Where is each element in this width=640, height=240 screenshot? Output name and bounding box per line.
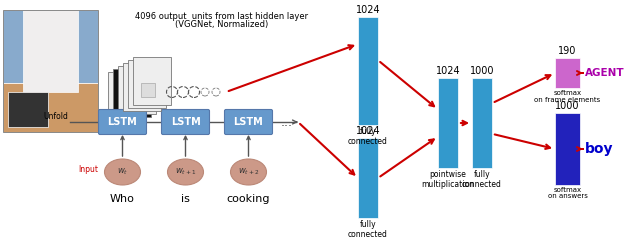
Text: 4096 output  units from last hidden layer: 4096 output units from last hidden layer bbox=[136, 12, 308, 21]
Text: (VGGNet, Normalized): (VGGNet, Normalized) bbox=[175, 20, 269, 29]
Text: 1000: 1000 bbox=[470, 66, 494, 76]
Text: fully
connected: fully connected bbox=[348, 220, 388, 239]
Text: LSTM: LSTM bbox=[171, 117, 200, 127]
Text: fully
connected: fully connected bbox=[462, 170, 502, 189]
Text: Unfold: Unfold bbox=[43, 112, 68, 121]
Bar bbox=[136, 86, 150, 100]
Bar bbox=[3, 10, 98, 132]
Text: cooking: cooking bbox=[227, 194, 270, 204]
Text: pointwise
multiplication: pointwise multiplication bbox=[422, 170, 474, 189]
Text: 1000: 1000 bbox=[556, 101, 580, 111]
Bar bbox=[123, 63, 161, 111]
Bar bbox=[131, 89, 145, 103]
Ellipse shape bbox=[168, 159, 204, 185]
Bar bbox=[438, 78, 458, 168]
Text: Input: Input bbox=[78, 166, 98, 174]
Bar bbox=[23, 10, 78, 92]
Text: 1024: 1024 bbox=[436, 66, 460, 76]
Text: 1024: 1024 bbox=[356, 126, 380, 136]
Bar bbox=[118, 66, 156, 114]
Text: softmax
on frame elements: softmax on frame elements bbox=[534, 90, 600, 102]
Text: 1024: 1024 bbox=[356, 5, 380, 15]
Text: is: is bbox=[181, 194, 190, 204]
Bar bbox=[108, 72, 146, 120]
Bar bbox=[8, 92, 48, 127]
Bar bbox=[113, 69, 151, 117]
Bar bbox=[3, 10, 98, 83]
Text: Who: Who bbox=[110, 194, 135, 204]
Text: $w_{t+1}$: $w_{t+1}$ bbox=[175, 167, 196, 177]
FancyBboxPatch shape bbox=[161, 109, 209, 134]
Bar bbox=[555, 113, 580, 185]
Text: $w_t$: $w_t$ bbox=[117, 167, 128, 177]
Bar bbox=[555, 58, 580, 88]
Text: AGENT: AGENT bbox=[585, 68, 625, 78]
Ellipse shape bbox=[230, 159, 266, 185]
Text: softmax
on answers: softmax on answers bbox=[548, 187, 588, 199]
Bar bbox=[3, 83, 98, 132]
Text: boy: boy bbox=[585, 142, 614, 156]
Text: $w_{t+2}$: $w_{t+2}$ bbox=[237, 167, 259, 177]
Text: LSTM: LSTM bbox=[234, 117, 264, 127]
Bar bbox=[133, 57, 171, 105]
Text: fully
connected: fully connected bbox=[348, 127, 388, 146]
FancyBboxPatch shape bbox=[99, 109, 147, 134]
Bar bbox=[141, 83, 155, 97]
Bar bbox=[472, 78, 492, 168]
Bar bbox=[126, 92, 140, 106]
Text: 190: 190 bbox=[558, 46, 577, 56]
Bar bbox=[358, 138, 378, 218]
Bar bbox=[128, 60, 166, 108]
FancyBboxPatch shape bbox=[225, 109, 273, 134]
Bar bbox=[358, 17, 378, 125]
Ellipse shape bbox=[104, 159, 141, 185]
Text: LSTM: LSTM bbox=[108, 117, 138, 127]
Text: ...: ... bbox=[281, 115, 293, 128]
